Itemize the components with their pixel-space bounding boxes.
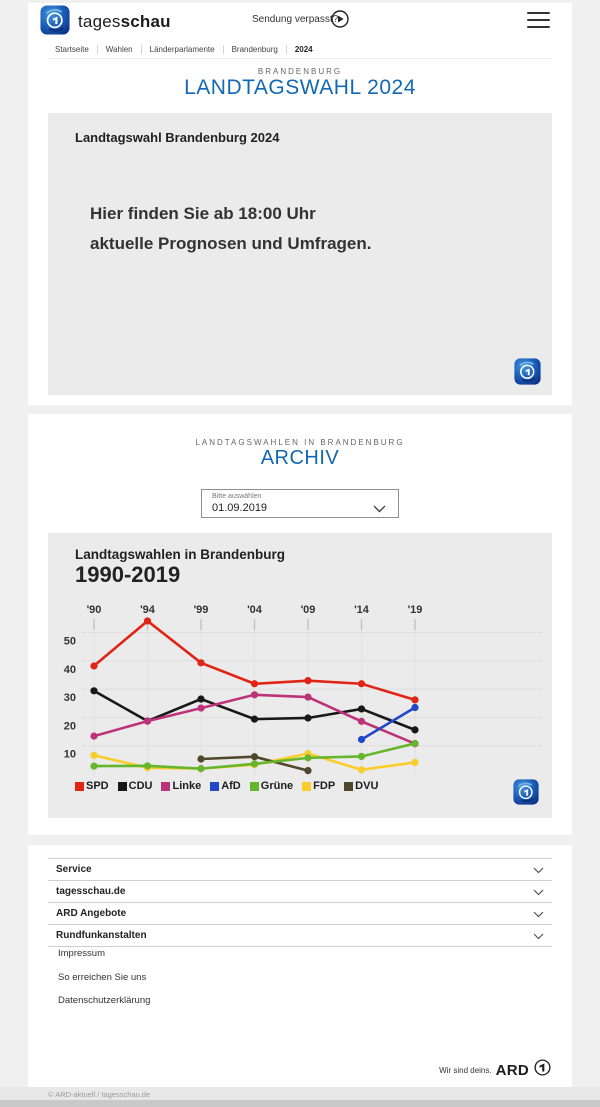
- chart-legend: SPD CDU Linke AfD Grüne FDP DVU: [75, 780, 378, 792]
- legend-swatch: [117, 781, 127, 791]
- svg-text:'04: '04: [247, 604, 263, 616]
- election-video-teaser[interactable]: Landtagswahl Brandenburg 2024 Hier finde…: [48, 113, 552, 395]
- svg-text:10: 10: [64, 749, 76, 761]
- ard-brand-text: ARD: [495, 1061, 529, 1079]
- accordion-service[interactable]: Service: [48, 858, 552, 880]
- legend-item: SPD: [75, 780, 109, 792]
- svg-text:'14: '14: [354, 604, 370, 616]
- ard-claim: Wir sind deins.: [439, 1065, 492, 1075]
- svg-text:'19: '19: [408, 604, 423, 616]
- sendung-verpasst-link[interactable]: Sendung verpasst?: [252, 14, 339, 25]
- play-icon[interactable]: [331, 10, 349, 28]
- breadcrumb: Startseite Wahlen Länderparlamente Brand…: [48, 40, 552, 59]
- breadcrumb-wahlen[interactable]: Wahlen: [98, 44, 142, 54]
- chevron-down-icon: [533, 883, 544, 901]
- copyright-text: © ARD-aktuell / tagesschau.de: [48, 1090, 151, 1099]
- page-title: LANDTAGSWAHL 2024: [184, 76, 416, 99]
- ard-logo-icon: [513, 779, 539, 805]
- legend-item: FDP: [302, 780, 335, 792]
- legend-swatch: [302, 781, 312, 791]
- bottom-bar: [0, 1100, 600, 1107]
- link-impressum[interactable]: Impressum: [58, 948, 105, 959]
- accordion-tagesschau-de[interactable]: tagesschau.de: [48, 880, 552, 902]
- ard-brand-block: Wir sind deins. ARD: [439, 1058, 552, 1082]
- breadcrumb-brandenburg[interactable]: Brandenburg: [224, 44, 287, 54]
- chevron-down-icon: [533, 905, 544, 923]
- archive-kicker: LANDTAGSWAHLEN IN BRANDENBURG: [195, 438, 405, 447]
- archive-chart: 50 40 30 20 10 '90 '94 '99 '04 '09 '14 '19 Landtags…: [48, 533, 552, 818]
- legend-item: Grüne: [249, 780, 293, 792]
- ard-ring-icon: [533, 1058, 552, 1082]
- svg-text:'94: '94: [140, 604, 156, 616]
- footer-accordion: Service tagesschau.de ARD Angebote Rundf…: [48, 858, 552, 947]
- line-chart-plot: 50 40 30 20 10 '90 '94 '99 '04 '09 '14 '19: [64, 604, 542, 777]
- svg-text:'09: '09: [301, 604, 316, 616]
- select-value: 01.09.2019: [212, 502, 268, 514]
- copyright-strip: © ARD-aktuell / tagesschau.de: [0, 1087, 600, 1100]
- link-datenschutz[interactable]: Datenschutzerklärung: [58, 995, 151, 1006]
- chevron-down-icon: [533, 927, 544, 945]
- archive-section: LANDTAGSWAHLEN IN BRANDENBURG ARCHIV Bit…: [28, 414, 572, 835]
- footer-section: Service tagesschau.de ARD Angebote Rundf…: [28, 845, 572, 1087]
- archive-date-select[interactable]: Bitte auswählen 01.09.2019: [201, 489, 399, 518]
- svg-text:30: 30: [64, 692, 76, 704]
- tagesschau-app-logo-icon[interactable]: [40, 5, 70, 35]
- hero-kicker: BRANDENBURG: [257, 67, 343, 76]
- chevron-down-icon: [533, 861, 544, 879]
- select-placeholder-label: Bitte auswählen: [212, 493, 262, 500]
- ard-logo-icon: [514, 358, 541, 385]
- legend-item: Linke: [161, 780, 201, 792]
- svg-text:50: 50: [64, 636, 76, 648]
- legend-item: AfD: [210, 780, 241, 792]
- chart-subtitle: 1990-2019: [75, 562, 181, 587]
- legend-swatch: [210, 781, 220, 791]
- svg-text:'99: '99: [194, 604, 209, 616]
- chevron-down-icon: [373, 500, 386, 518]
- accordion-ard-angebote[interactable]: ARD Angebote: [48, 902, 552, 924]
- footer-links: Impressum So erreichen Sie uns Datenschu…: [58, 948, 150, 1019]
- legend-swatch: [249, 781, 259, 791]
- header-section: tagesschau Sendung verpasst? Startseite …: [28, 3, 572, 405]
- breadcrumb-2024[interactable]: 2024: [294, 44, 313, 54]
- legend-swatch: [75, 781, 84, 791]
- banner-message: Hier finden Sie ab 18:00 Uhr aktuelle Pr…: [90, 204, 372, 253]
- legend-swatch: [161, 781, 171, 791]
- svg-text:40: 40: [64, 664, 76, 676]
- link-kontakt[interactable]: So erreichen Sie uns: [58, 971, 147, 983]
- breadcrumb-laenderparlamente[interactable]: Länderparlamente: [142, 44, 224, 54]
- banner-title: Landtagswahl Brandenburg 2024: [75, 130, 280, 145]
- legend-item: CDU: [117, 780, 152, 792]
- menu-icon[interactable]: [527, 12, 550, 28]
- tagesschau-wordmark[interactable]: tagesschau: [78, 12, 171, 31]
- svg-text:20: 20: [64, 720, 76, 732]
- breadcrumb-startseite[interactable]: Startseite: [48, 44, 98, 54]
- chart-title: Landtagswahlen in Brandenburg: [75, 547, 286, 562]
- legend-item: DVU: [344, 780, 378, 792]
- legend-swatch: [344, 781, 354, 791]
- accordion-rundfunkanstalten[interactable]: Rundfunkanstalten: [48, 924, 552, 947]
- svg-text:'90: '90: [87, 604, 102, 616]
- archive-title: ARCHIV: [260, 447, 340, 469]
